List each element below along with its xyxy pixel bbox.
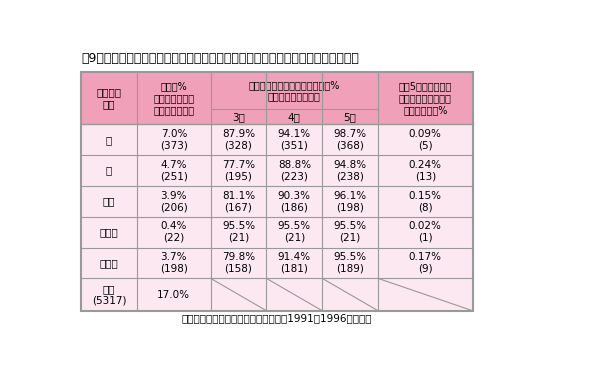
Text: 0.17%
(9): 0.17% (9): [409, 252, 442, 274]
Text: 94.1%
(351): 94.1% (351): [278, 129, 311, 151]
Text: 95.5%
(189): 95.5% (189): [334, 252, 367, 274]
Text: 再発率%
（再発症例数）
（重複を含む）: 再発率% （再発症例数） （重複を含む）: [153, 82, 194, 115]
Text: 術後経過年数別累積再発出現率%
（累積再発症例数）: 術後経過年数別累積再発出現率% （累積再発症例数）: [248, 80, 340, 101]
Text: 3.7%
(198): 3.7% (198): [160, 252, 188, 274]
Text: 87.9%
(328): 87.9% (328): [222, 129, 255, 151]
Text: 95.5%
(21): 95.5% (21): [278, 222, 311, 243]
Text: 術後5年を超えて出
現する再発例が全体
に占める割合%: 術後5年を超えて出 現する再発例が全体 に占める割合%: [398, 82, 452, 115]
Text: 88.8%
(223): 88.8% (223): [278, 160, 311, 181]
Text: 3.9%
(206): 3.9% (206): [160, 191, 188, 212]
Text: 94.8%
(238): 94.8% (238): [334, 160, 367, 181]
Text: 95.5%
(21): 95.5% (21): [334, 222, 367, 243]
Bar: [81, 248, 473, 278]
Text: 0.24%
(13): 0.24% (13): [409, 160, 442, 181]
Text: 0.4%
(22): 0.4% (22): [161, 222, 187, 243]
Text: 7.0%
(373): 7.0% (373): [160, 129, 188, 151]
Text: 表9　大腸癌治癒切除後の初発再発部位別再発率と術後経過年数別累積再発出現率: 表9 大腸癌治癒切除後の初発再発部位別再発率と術後経過年数別累積再発出現率: [81, 52, 359, 65]
Bar: [81, 217, 473, 248]
Bar: [81, 125, 473, 155]
Text: 95.5%
(21): 95.5% (21): [222, 222, 255, 243]
Text: （大腸癌研究会・プロジェクト研究　1991～1996年症例）: （大腸癌研究会・プロジェクト研究 1991～1996年症例）: [182, 313, 372, 323]
Text: 4.7%
(251): 4.7% (251): [160, 160, 188, 181]
Text: 4年: 4年: [288, 112, 301, 122]
Text: 77.7%
(195): 77.7% (195): [222, 160, 255, 181]
Bar: [81, 278, 473, 311]
Text: 3年: 3年: [232, 112, 245, 122]
Bar: [81, 186, 473, 217]
Text: 91.4%
(181): 91.4% (181): [278, 252, 311, 274]
Bar: [81, 72, 473, 125]
Text: 0.02%
(1): 0.02% (1): [409, 222, 442, 243]
Text: 肺: 肺: [106, 165, 112, 176]
Text: 0.09%
(5): 0.09% (5): [409, 129, 442, 151]
Text: 79.8%
(158): 79.8% (158): [222, 252, 255, 274]
Text: 96.1%
(198): 96.1% (198): [334, 191, 367, 212]
Text: 全体
(5317): 全体 (5317): [92, 284, 127, 305]
Text: 5年: 5年: [344, 112, 356, 122]
Text: 吻合部: 吻合部: [100, 227, 118, 237]
Text: 0.15%
(8): 0.15% (8): [409, 191, 442, 212]
Text: 局所: 局所: [103, 196, 115, 206]
Text: 17.0%: 17.0%: [157, 290, 190, 299]
Text: その他: その他: [100, 258, 118, 268]
Bar: [81, 155, 473, 186]
Text: 81.1%
(167): 81.1% (167): [222, 191, 255, 212]
Text: 初発再発
部位: 初発再発 部位: [97, 87, 122, 109]
Text: 98.7%
(368): 98.7% (368): [334, 129, 367, 151]
Text: 肝: 肝: [106, 135, 112, 145]
Text: 90.3%
(186): 90.3% (186): [278, 191, 311, 212]
Bar: [81, 72, 473, 311]
